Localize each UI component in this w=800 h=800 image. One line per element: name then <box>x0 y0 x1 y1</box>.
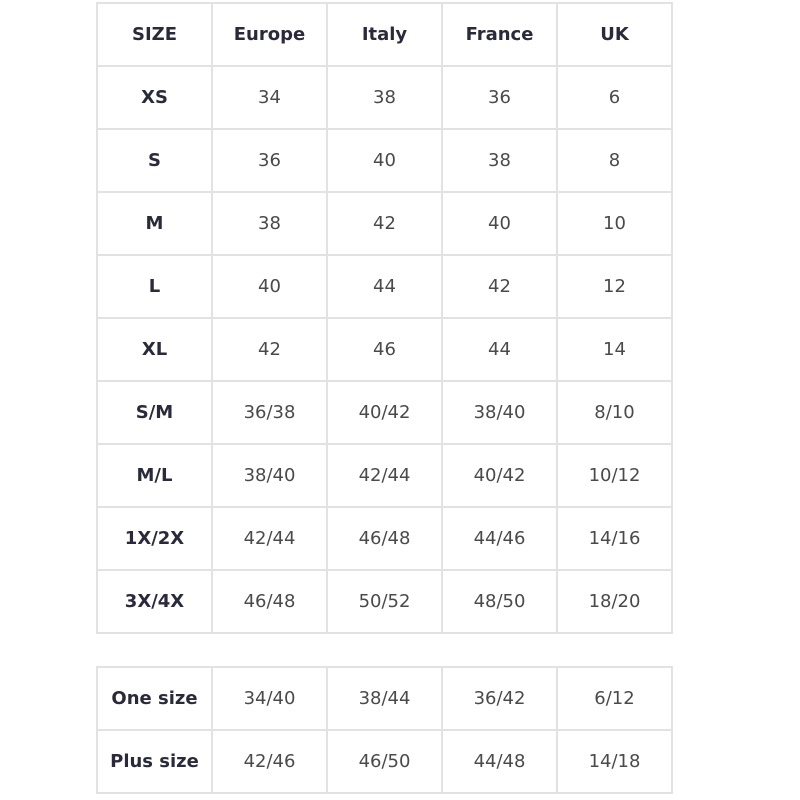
size-value-cell: 40 <box>441 191 558 256</box>
size-value-cell: 38 <box>441 128 558 193</box>
size-value-cell: 40 <box>211 254 328 319</box>
size-label-cell: XS <box>96 65 213 130</box>
size-value-cell: 42 <box>211 317 328 382</box>
size-value-cell: 12 <box>556 254 673 319</box>
size-value-cell: 14 <box>556 317 673 382</box>
size-value-cell: 8/10 <box>556 380 673 445</box>
size-value-cell: 46/50 <box>326 729 443 794</box>
table-row: L 40 44 42 12 <box>96 254 673 319</box>
size-value-cell: 34/40 <box>211 666 328 731</box>
size-value-cell: 18/20 <box>556 569 673 634</box>
column-header: Italy <box>326 2 443 67</box>
table-row: One size 34/40 38/44 36/42 6/12 <box>96 666 673 731</box>
column-header: SIZE <box>96 2 213 67</box>
size-value-cell: 38/40 <box>441 380 558 445</box>
size-value-cell: 6 <box>556 65 673 130</box>
size-value-cell: 42/44 <box>211 506 328 571</box>
size-value-cell: 48/50 <box>441 569 558 634</box>
size-value-cell: 6/12 <box>556 666 673 731</box>
size-value-cell: 42/44 <box>326 443 443 508</box>
size-label-cell: L <box>96 254 213 319</box>
size-value-cell: 40/42 <box>441 443 558 508</box>
size-value-cell: 14/18 <box>556 729 673 794</box>
size-value-cell: 44 <box>441 317 558 382</box>
size-label-cell: M <box>96 191 213 256</box>
size-label-cell: Plus size <box>96 729 213 794</box>
size-value-cell: 14/16 <box>556 506 673 571</box>
size-value-cell: 40/42 <box>326 380 443 445</box>
size-value-cell: 10 <box>556 191 673 256</box>
table-row: M 38 42 40 10 <box>96 191 673 256</box>
size-value-cell: 34 <box>211 65 328 130</box>
table-row: XL 42 46 44 14 <box>96 317 673 382</box>
size-label-cell: S <box>96 128 213 193</box>
table-row: S 36 40 38 8 <box>96 128 673 193</box>
size-value-cell: 36/42 <box>441 666 558 731</box>
size-value-cell: 38 <box>326 65 443 130</box>
size-value-cell: 42 <box>441 254 558 319</box>
size-value-cell: 44/48 <box>441 729 558 794</box>
size-value-cell: 44 <box>326 254 443 319</box>
size-value-cell: 8 <box>556 128 673 193</box>
size-label-cell: S/M <box>96 380 213 445</box>
size-value-cell: 36 <box>441 65 558 130</box>
size-value-cell: 36/38 <box>211 380 328 445</box>
size-value-cell: 46/48 <box>326 506 443 571</box>
size-label-cell: M/L <box>96 443 213 508</box>
column-header: UK <box>556 2 673 67</box>
one-plus-size-table: One size 34/40 38/44 36/42 6/12 Plus size 42/4… <box>96 666 673 794</box>
size-chart-table: SIZE Europe Italy France UK XS 34 38 36 6 S 36 40 38… <box>96 2 673 634</box>
table-row: 1X/2X 42/44 46/48 44/46 14/16 <box>96 506 673 571</box>
table-row: S/M 36/38 40/42 38/40 8/10 <box>96 380 673 445</box>
table-row: M/L 38/40 42/44 40/42 10/12 <box>96 443 673 508</box>
size-value-cell: 38/44 <box>326 666 443 731</box>
size-value-cell: 38 <box>211 191 328 256</box>
header-row: SIZE Europe Italy France UK <box>96 2 673 67</box>
size-value-cell: 44/46 <box>441 506 558 571</box>
table-row: 3X/4X 46/48 50/52 48/50 18/20 <box>96 569 673 634</box>
size-value-cell: 42/46 <box>211 729 328 794</box>
size-label-cell: 3X/4X <box>96 569 213 634</box>
size-label-cell: XL <box>96 317 213 382</box>
size-value-cell: 36 <box>211 128 328 193</box>
size-value-cell: 40 <box>326 128 443 193</box>
size-value-cell: 38/40 <box>211 443 328 508</box>
size-value-cell: 46/48 <box>211 569 328 634</box>
column-header: France <box>441 2 558 67</box>
column-header: Europe <box>211 2 328 67</box>
size-value-cell: 46 <box>326 317 443 382</box>
size-label-cell: One size <box>96 666 213 731</box>
size-label-cell: 1X/2X <box>96 506 213 571</box>
size-value-cell: 42 <box>326 191 443 256</box>
size-value-cell: 50/52 <box>326 569 443 634</box>
table-row: Plus size 42/46 46/50 44/48 14/18 <box>96 729 673 794</box>
table-row: XS 34 38 36 6 <box>96 65 673 130</box>
size-value-cell: 10/12 <box>556 443 673 508</box>
